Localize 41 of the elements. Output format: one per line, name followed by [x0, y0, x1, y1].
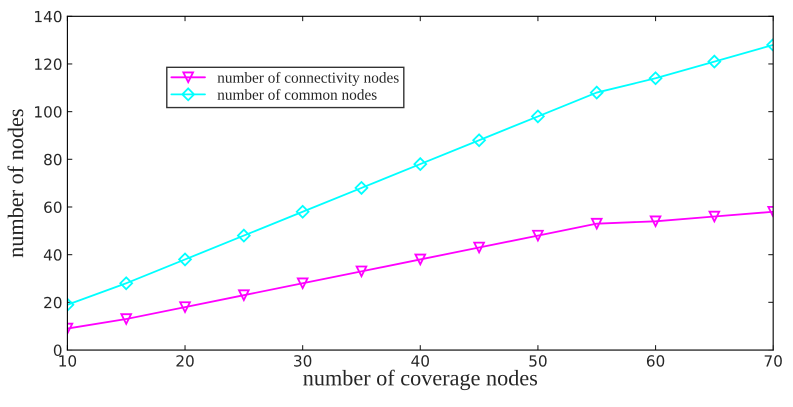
y-tick-label: 100	[35, 106, 62, 118]
y-tick-label: 20	[44, 296, 62, 308]
y-tick-label: 120	[35, 58, 62, 70]
legend-label: number of common nodes	[218, 88, 377, 100]
point	[708, 210, 720, 222]
x-tick-label: 60	[646, 355, 664, 367]
point	[413, 157, 428, 171]
point	[708, 54, 722, 68]
point	[237, 228, 251, 242]
point	[178, 252, 192, 266]
x-tick-label: 20	[176, 355, 194, 367]
point	[179, 301, 191, 313]
x-axis-title: number of coverage nodes	[303, 370, 538, 390]
point	[120, 313, 132, 325]
point	[296, 278, 308, 290]
point	[590, 218, 602, 230]
y-tick-label: 40	[44, 249, 62, 261]
point	[296, 204, 310, 219]
point	[473, 242, 485, 254]
point	[356, 266, 368, 278]
x-tick-label: 30	[294, 355, 312, 367]
y-axis-title: number of nodes	[7, 109, 24, 258]
legend-label: number of connectivity nodes	[218, 72, 399, 86]
point	[472, 133, 486, 148]
point	[532, 230, 544, 242]
y-tick-label: 140	[35, 10, 62, 22]
point	[119, 276, 134, 290]
point	[648, 71, 662, 86]
point	[531, 110, 545, 124]
x-tick-label: 40	[411, 355, 429, 367]
x-tick-label: 50	[529, 355, 547, 367]
y-tick-label: 0	[54, 344, 62, 356]
point	[650, 216, 662, 228]
x-tick-label: 10	[59, 355, 76, 367]
point	[354, 181, 368, 195]
point	[590, 86, 604, 100]
x-tick-label: 70	[764, 355, 782, 367]
y-tick-label: 80	[44, 154, 62, 166]
y-tick-label: 60	[44, 201, 62, 214]
point	[414, 254, 426, 266]
point	[238, 289, 250, 301]
